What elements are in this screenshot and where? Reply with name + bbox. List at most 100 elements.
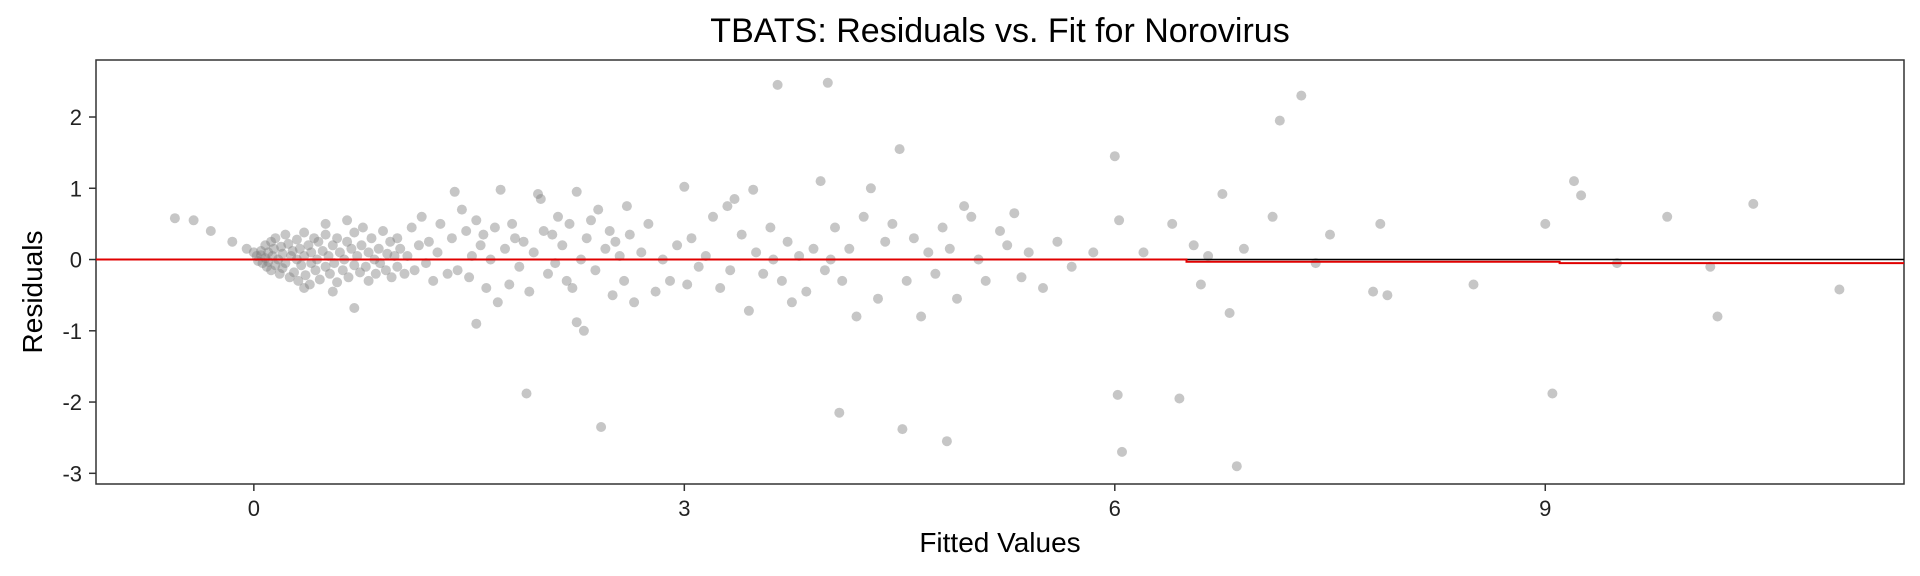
data-point: [624, 229, 635, 240]
data-point: [461, 226, 472, 236]
data-point: [399, 268, 410, 279]
data-point: [386, 272, 397, 283]
data-point: [1002, 240, 1013, 251]
reference-lines: [96, 258, 1904, 265]
data-point: [518, 236, 529, 247]
data-point: [571, 186, 582, 197]
data-point: [844, 243, 855, 254]
data-point: [643, 218, 654, 229]
data-point: [300, 270, 311, 281]
data-point: [1834, 284, 1845, 295]
data-point: [725, 265, 736, 276]
data-point: [561, 275, 572, 286]
chart-title: TBATS: Residuals vs. Fit for Norovirus: [710, 12, 1289, 50]
data-point: [1203, 251, 1214, 261]
data-point: [600, 243, 611, 254]
data-point: [342, 236, 353, 247]
data-point: [894, 144, 905, 155]
data-point: [1038, 283, 1048, 293]
data-point: [504, 279, 515, 290]
data-point: [380, 265, 391, 276]
data-point: [665, 275, 675, 286]
data-point: [1023, 247, 1034, 258]
data-point: [916, 311, 927, 322]
y-tick-label: 0: [70, 248, 82, 273]
y-tick-label: -2: [62, 390, 82, 415]
data-point: [801, 286, 812, 297]
data-point: [317, 246, 328, 256]
data-point: [901, 275, 912, 286]
data-point: [320, 229, 331, 240]
data-point: [834, 407, 845, 418]
data-point: [375, 258, 386, 269]
data-point: [693, 261, 704, 272]
data-point: [758, 268, 769, 279]
data-point: [284, 272, 295, 283]
data-point: [708, 211, 718, 222]
data-point: [751, 247, 762, 258]
data-point: [349, 303, 360, 313]
data-point: [363, 247, 374, 258]
data-point: [887, 218, 898, 229]
data-point: [329, 258, 340, 269]
data-point: [382, 248, 393, 259]
data-point: [500, 243, 510, 254]
data-point: [959, 201, 970, 212]
data-point: [1188, 240, 1199, 251]
data-point: [205, 226, 216, 236]
data-point: [619, 275, 630, 286]
data-point: [378, 226, 388, 236]
data-point: [1238, 243, 1249, 254]
data-point: [782, 236, 793, 247]
data-point: [550, 258, 561, 269]
data-point: [808, 243, 819, 254]
data-point: [446, 233, 457, 244]
data-point: [822, 77, 833, 88]
data-point: [1114, 215, 1125, 226]
data-point: [1267, 211, 1278, 222]
data-point: [342, 215, 353, 226]
data-point: [858, 211, 869, 222]
data-point: [543, 268, 553, 279]
data-point: [629, 297, 640, 308]
data-point: [995, 226, 1005, 236]
data-point: [923, 247, 934, 258]
data-point: [280, 258, 291, 269]
data-point: [1217, 189, 1228, 199]
data-point: [309, 233, 320, 244]
fitted-trend-line: [96, 258, 1904, 265]
data-point: [357, 222, 368, 233]
data-point: [306, 247, 317, 258]
data-point: [343, 272, 354, 283]
data-point: [1224, 308, 1235, 318]
data-point: [313, 236, 324, 247]
data-point: [851, 311, 862, 322]
data-point: [442, 268, 453, 279]
data-point: [510, 233, 520, 244]
data-point: [366, 233, 377, 244]
data-point: [241, 243, 252, 254]
data-point: [452, 265, 463, 276]
data-point: [1325, 229, 1335, 240]
data-point: [327, 286, 338, 297]
data-point: [715, 283, 726, 293]
data-point: [1066, 261, 1077, 272]
data-point: [837, 275, 848, 286]
data-point: [261, 261, 272, 272]
data-point: [248, 247, 259, 258]
data-point: [478, 229, 489, 240]
data-point: [1748, 198, 1759, 209]
data-point: [897, 424, 908, 435]
data-point: [481, 283, 492, 293]
x-tick-label: 3: [678, 496, 690, 521]
data-point: [1569, 176, 1579, 187]
data-point: [304, 279, 315, 290]
data-point: [578, 325, 589, 336]
data-point: [349, 260, 360, 271]
data-point: [786, 297, 797, 308]
data-point: [507, 218, 518, 229]
y-tick-label: -1: [62, 319, 82, 344]
y-tick-label: -3: [62, 461, 82, 486]
data-point: [432, 247, 443, 258]
data-point: [1468, 279, 1479, 290]
